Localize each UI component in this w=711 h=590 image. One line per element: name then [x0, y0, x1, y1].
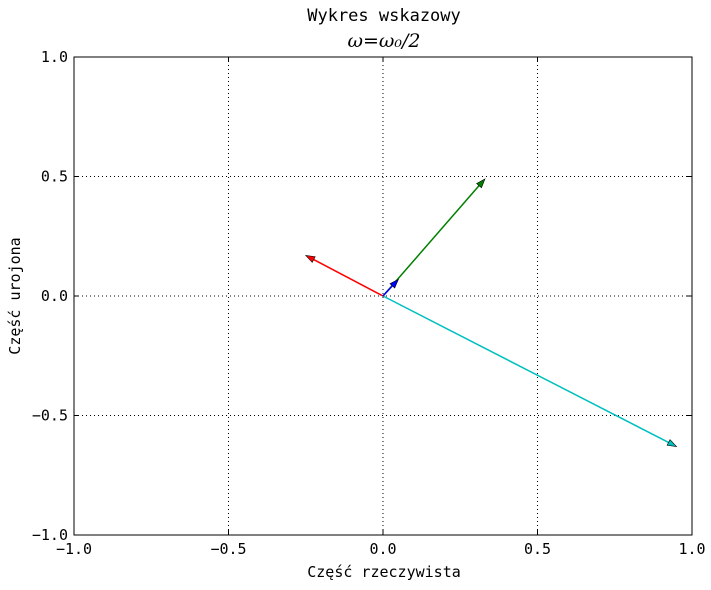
chart-title: Wykres wskazowy [307, 6, 461, 26]
y-tick-label: 1.0 [41, 48, 68, 66]
chart-subtitle: ω=ω₀/2 [347, 30, 420, 52]
phasor-arrowhead [476, 178, 486, 189]
x-tick-label: 1.0 [678, 540, 705, 558]
x-tick-label: 0.0 [369, 540, 396, 558]
phasor-vector-3 [382, 178, 486, 297]
phasor-vector-4 [382, 278, 400, 297]
y-axis-label: Część urojona [6, 237, 24, 354]
phasor-arrowhead [389, 278, 400, 289]
x-axis-label: Część rzeczywista [307, 563, 461, 581]
axis-ticks: −1.0 −0.5 0.0 0.5 1.0 −1.0 −0.5 0.0 0.5 1.0 [32, 48, 706, 558]
x-tick-label: 0.5 [524, 540, 551, 558]
y-tick-label: −0.5 [32, 407, 68, 425]
y-tick-label: 0.5 [41, 168, 68, 186]
phasor-shaft [313, 258, 384, 297]
phasor-shaft [382, 295, 669, 444]
phasor-vector-2 [304, 254, 384, 297]
phasor-arrowhead [666, 439, 678, 447]
y-tick-label: 0.0 [41, 287, 68, 305]
phasor-shaft [382, 185, 480, 297]
phasor-arrowhead [304, 254, 316, 263]
phasor-vector-1 [382, 295, 678, 447]
x-tick-label: −0.5 [210, 540, 246, 558]
y-tick-label: −1.0 [32, 526, 68, 544]
phasor-shaft [382, 285, 393, 297]
x-tick-label: −1.0 [56, 540, 92, 558]
phasor-vectors [304, 178, 678, 447]
